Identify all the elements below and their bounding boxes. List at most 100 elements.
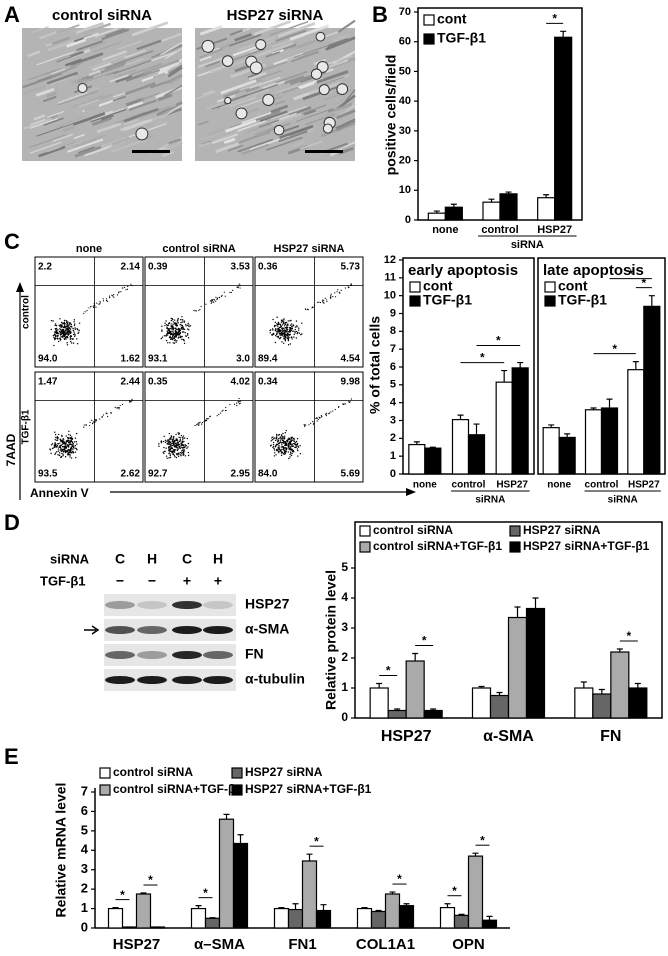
event [70,449,72,452]
cell-texture [43,117,64,126]
event [105,298,108,300]
event [182,328,185,330]
cell-texture [278,112,297,121]
bar [439,906,456,929]
event [67,436,69,439]
event [53,446,55,448]
event [283,319,285,321]
event [277,446,280,449]
event [239,284,241,286]
y-axis-label: % of total cells [367,316,383,414]
event [294,332,296,334]
event [182,435,185,437]
event [66,445,68,447]
event [169,454,171,457]
event [49,448,51,450]
cell-texture [52,133,74,142]
lane-label: − [116,573,124,589]
event [172,331,174,333]
event [64,336,67,339]
event [178,443,180,446]
event [170,435,173,437]
event [167,443,170,445]
event [63,324,66,326]
cell-texture [241,83,279,98]
event [167,329,170,331]
event [198,424,200,426]
event [63,326,65,328]
significance-label: * [148,873,153,887]
bar [471,687,492,719]
event [57,334,59,337]
event [282,442,284,444]
event [185,445,187,447]
error-bar [598,688,605,694]
event [316,417,318,419]
event [181,319,184,321]
event [187,454,190,457]
event [289,330,292,333]
event [83,424,85,426]
bar [584,409,603,475]
cell-texture [249,76,281,89]
y-axis-label: Relative mRNA level [53,783,69,918]
event [296,448,299,450]
bar [542,427,560,475]
x-tick-label: none [413,480,437,491]
cell-texture [73,133,86,140]
event [168,452,170,455]
event [294,331,296,333]
event [116,407,118,409]
event [69,453,71,456]
event [273,449,276,451]
event [160,440,163,443]
band [203,676,233,684]
event [299,445,301,447]
cell-texture [215,142,240,154]
event [58,330,61,333]
y-tick-label: 0 [405,214,411,226]
event [276,435,278,437]
quadrant-value: 94.0 [38,354,58,365]
event [168,440,170,443]
event [280,321,283,323]
event [160,337,163,340]
event [279,449,281,451]
event [177,318,179,321]
event [118,291,120,293]
event [278,451,280,454]
lane-label: H [147,551,157,567]
error-bar [486,915,493,921]
round-cell [224,96,232,105]
cell-texture [161,150,174,158]
event [169,453,172,455]
event [284,329,286,331]
event [95,306,97,308]
cell-texture [253,20,291,36]
cell-texture [245,85,260,93]
event [279,334,281,337]
y-tick-label: 10 [384,290,396,302]
event [175,443,178,446]
error-bar [223,813,230,820]
quadrant-value: 1.62 [121,354,141,365]
event [67,326,70,328]
event [63,445,66,448]
event [58,452,61,454]
event [113,294,115,296]
significance-label: * [496,334,501,348]
event [284,337,286,340]
event [95,419,97,421]
event [170,328,173,330]
legend-swatch [99,784,111,796]
cell-texture [278,130,308,143]
cell-texture [76,40,103,52]
band [137,626,167,634]
lane-label: + [214,573,222,589]
event [181,440,183,443]
event [175,449,177,451]
group-label: siRNA [608,495,638,506]
event [121,403,124,406]
error-bar [444,903,451,908]
cell-texture [168,64,183,74]
